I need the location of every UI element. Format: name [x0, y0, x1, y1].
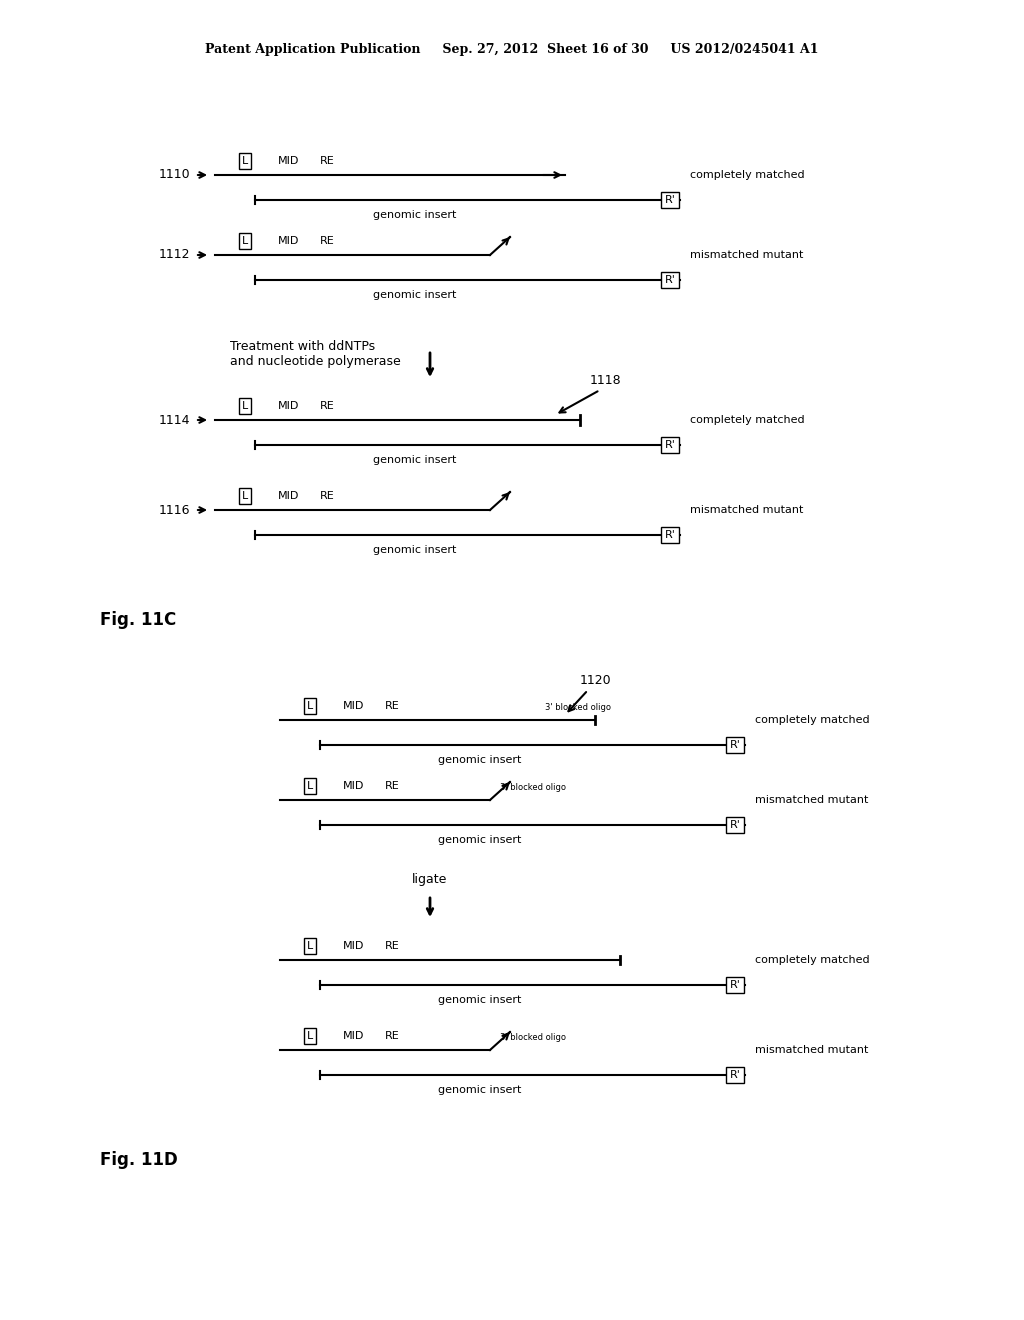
Text: MID: MID [278, 491, 299, 502]
Text: L: L [307, 781, 313, 791]
Text: 3' blocked oligo: 3' blocked oligo [545, 704, 611, 713]
Text: 1114: 1114 [159, 413, 190, 426]
Text: mismatched mutant: mismatched mutant [755, 1045, 868, 1055]
Text: 1116: 1116 [159, 503, 190, 516]
Text: L: L [307, 701, 313, 711]
Text: MID: MID [343, 1031, 365, 1041]
Text: L: L [242, 401, 248, 411]
Text: 1120: 1120 [580, 673, 611, 686]
Text: R': R' [729, 820, 740, 830]
Text: ligate: ligate [413, 874, 447, 887]
Text: L: L [242, 236, 248, 246]
Text: genomic insert: genomic insert [438, 755, 521, 766]
Text: RE: RE [319, 491, 335, 502]
Text: completely matched: completely matched [755, 954, 869, 965]
Text: RE: RE [385, 1031, 399, 1041]
Text: RE: RE [319, 156, 335, 166]
Text: R': R' [665, 531, 676, 540]
Text: genomic insert: genomic insert [374, 545, 457, 554]
Text: RE: RE [319, 401, 335, 411]
Text: genomic insert: genomic insert [438, 995, 521, 1005]
Text: MID: MID [343, 701, 365, 711]
Text: R': R' [665, 195, 676, 205]
Text: MID: MID [343, 781, 365, 791]
Text: R': R' [729, 979, 740, 990]
Text: completely matched: completely matched [755, 715, 869, 725]
Text: mismatched mutant: mismatched mutant [755, 795, 868, 805]
Text: genomic insert: genomic insert [438, 836, 521, 845]
Text: 3' blocked oligo: 3' blocked oligo [500, 784, 566, 792]
Text: 1118: 1118 [590, 374, 622, 387]
Text: L: L [242, 491, 248, 502]
Text: Patent Application Publication     Sep. 27, 2012  Sheet 16 of 30     US 2012/024: Patent Application Publication Sep. 27, … [205, 44, 819, 57]
Text: genomic insert: genomic insert [438, 1085, 521, 1096]
Text: RE: RE [319, 236, 335, 246]
Text: Fig. 11D: Fig. 11D [100, 1151, 178, 1170]
Text: 1110: 1110 [159, 169, 190, 181]
Text: genomic insert: genomic insert [374, 290, 457, 300]
Text: MID: MID [278, 401, 299, 411]
Text: genomic insert: genomic insert [374, 210, 457, 220]
Text: Treatment with ddNTPs
and nucleotide polymerase: Treatment with ddNTPs and nucleotide pol… [230, 341, 400, 368]
Text: RE: RE [385, 941, 399, 950]
Text: Fig. 11C: Fig. 11C [100, 611, 176, 630]
Text: MID: MID [278, 156, 299, 166]
Text: R': R' [665, 440, 676, 450]
Text: 1112: 1112 [159, 248, 190, 261]
Text: L: L [307, 941, 313, 950]
Text: MID: MID [278, 236, 299, 246]
Text: mismatched mutant: mismatched mutant [690, 249, 804, 260]
Text: R': R' [665, 275, 676, 285]
Text: R': R' [729, 1071, 740, 1080]
Text: R': R' [729, 741, 740, 750]
Text: L: L [242, 156, 248, 166]
Text: RE: RE [385, 701, 399, 711]
Text: genomic insert: genomic insert [374, 455, 457, 465]
Text: L: L [307, 1031, 313, 1041]
Text: completely matched: completely matched [690, 414, 805, 425]
Text: MID: MID [343, 941, 365, 950]
Text: RE: RE [385, 781, 399, 791]
Text: mismatched mutant: mismatched mutant [690, 506, 804, 515]
Text: completely matched: completely matched [690, 170, 805, 180]
Text: 3' blocked oligo: 3' blocked oligo [500, 1034, 566, 1043]
